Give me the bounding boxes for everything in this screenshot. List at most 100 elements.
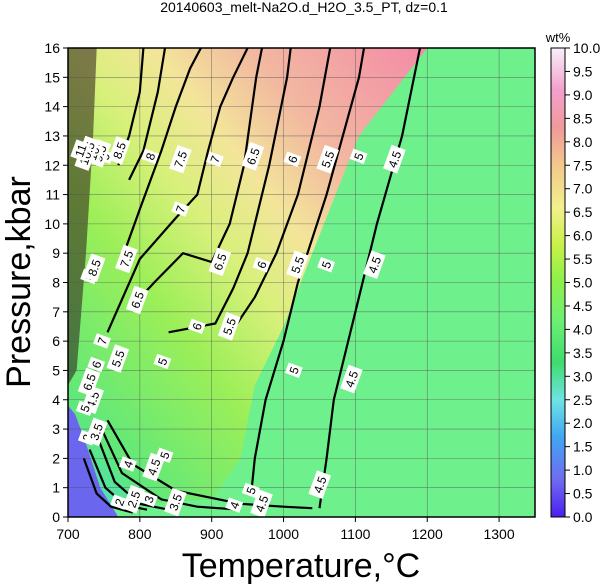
contour-label: 4.5	[363, 250, 386, 280]
contour-label-text: 5	[157, 450, 173, 461]
contour-label: 6	[187, 318, 206, 335]
contour-label: 3	[139, 491, 158, 507]
contour-label: 7	[205, 151, 224, 167]
colorbar-tick-label: 2.0	[573, 415, 593, 431]
y-tick-label: 9	[52, 245, 60, 261]
colorbar	[550, 47, 566, 518]
contour-label: 5.5	[217, 312, 241, 341]
colorbar-tick-label: 1.0	[573, 462, 593, 478]
contour-label: 5	[153, 353, 172, 370]
contour-label-box	[171, 201, 190, 217]
contour-label: 4.5	[383, 144, 406, 174]
contour-label: 7.5	[169, 144, 192, 174]
colorbar-tick-label: 4.0	[573, 321, 593, 337]
x-tick-label: 1100	[340, 526, 370, 542]
contour-label-text: 6.5	[128, 290, 147, 311]
contour-label-text: 2.5	[125, 489, 144, 510]
contour-label-text: 5	[243, 485, 259, 496]
contour-label: 3.5	[164, 487, 187, 517]
contour-line	[232, 48, 332, 331]
contour-label-text: 7	[95, 335, 111, 346]
x-tick-label: 1000	[268, 526, 299, 542]
contour-label-text: 5	[351, 151, 367, 162]
contour-label-text: 6.5	[80, 372, 99, 393]
contour-label: 6	[252, 256, 271, 273]
colorbar-tick-label: 3.0	[573, 368, 593, 384]
contour-label-text: 5.5	[288, 254, 307, 275]
y-tick-label: 0	[52, 509, 60, 525]
colorbar-tick-label: 7.0	[573, 181, 593, 197]
contour-label-text: 4.5	[145, 457, 164, 478]
y-tick-label: 8	[52, 275, 60, 291]
contour-label-text: 5.5	[220, 316, 239, 337]
contour-label-text: 4	[121, 458, 137, 469]
contour-label-box	[283, 151, 302, 167]
contour-label-text: 5.5	[319, 149, 338, 170]
x-tick-label: 1200	[412, 526, 443, 542]
contour-label-box	[383, 144, 406, 174]
contour-label-box	[363, 250, 386, 280]
contour-label-box	[125, 285, 149, 315]
contour-label: 5	[284, 362, 303, 378]
contour-label: 8.5	[82, 253, 106, 282]
contour-label-box	[155, 447, 174, 463]
contour-label-text: 5.5	[109, 348, 128, 369]
contour-label: 5	[349, 148, 368, 165]
contour-label-text: 6.5	[244, 146, 263, 167]
contour-label: 4.5	[250, 489, 273, 517]
contour-label-box	[169, 144, 192, 174]
y-tick-label: 6	[52, 333, 60, 349]
contour-label: 5.5	[106, 344, 130, 373]
contour-label: 5.5	[286, 250, 309, 280]
contour-label-text: 4.5	[342, 369, 361, 390]
contour-label-box	[115, 244, 138, 274]
y-tick-label: 1	[52, 480, 60, 496]
colorbar-ticks: 0.0 0.5 1.0 1.5 2.0 2.5 3.0 3.5 4.0 4.5 5.0 5.5 6.0 6…	[565, 40, 600, 525]
contour-label: 6.5	[77, 367, 101, 397]
contour-label: 5.5	[316, 144, 339, 174]
contour-label: 7	[171, 201, 190, 217]
colorbar-tick-label: 0.0	[573, 509, 593, 525]
contour-label-text: 4	[227, 499, 243, 510]
y-tick-label: 16	[44, 40, 60, 56]
contour-label-box	[153, 353, 172, 370]
colorbar-tick-label: 1.5	[573, 439, 593, 455]
dense-contour-region	[68, 48, 97, 386]
y-tick-label: 4	[52, 392, 60, 408]
contour-label: 8.5	[107, 136, 131, 165]
colorbar-tick-label: 8.0	[573, 134, 593, 150]
contour-label: 4.5	[142, 452, 166, 482]
contour-label-text: 5	[319, 259, 335, 270]
contour-label-text: 8.5	[110, 140, 129, 161]
chart-title: 20140603_melt-Na2O.d_H2O_3.5_PT, dz=0.1	[160, 0, 448, 15]
colorbar-tick-label: 6.0	[573, 228, 593, 244]
colorbar-tick-label: 5.0	[573, 275, 593, 291]
contour-label-text: 2	[112, 496, 128, 507]
colorbar-tick-label: 10.0	[573, 40, 600, 56]
contour-label: 5	[317, 256, 336, 273]
contour-label-box	[84, 417, 108, 447]
contour-label: 6	[87, 356, 106, 373]
contour-label-box	[225, 497, 244, 513]
contour-label-box	[119, 456, 137, 472]
contour-label-text: 5	[77, 403, 93, 414]
contour-label-box	[284, 362, 303, 378]
contour-label-text: 6	[89, 359, 105, 370]
contour-label-text: 6	[254, 259, 270, 270]
contour-line	[106, 48, 249, 333]
contour-label-text: 8	[143, 151, 159, 162]
y-axis-title: Pressure,kbar	[0, 176, 38, 388]
colorbar-tick-label: 9.0	[573, 87, 593, 103]
contour-label-text: 7.5	[171, 149, 190, 170]
colorbar-tick-label: 6.5	[573, 204, 593, 220]
contour-label-box	[70, 139, 91, 162]
colorbar-label: wt%	[545, 30, 571, 45]
contour-label-text: 3.5	[87, 421, 106, 442]
x-tick-label: 700	[56, 526, 80, 542]
contour-label-box	[107, 136, 131, 165]
contour-line	[106, 419, 313, 510]
contour-label: 5	[75, 400, 94, 417]
contour-label: 3.5	[84, 417, 108, 447]
